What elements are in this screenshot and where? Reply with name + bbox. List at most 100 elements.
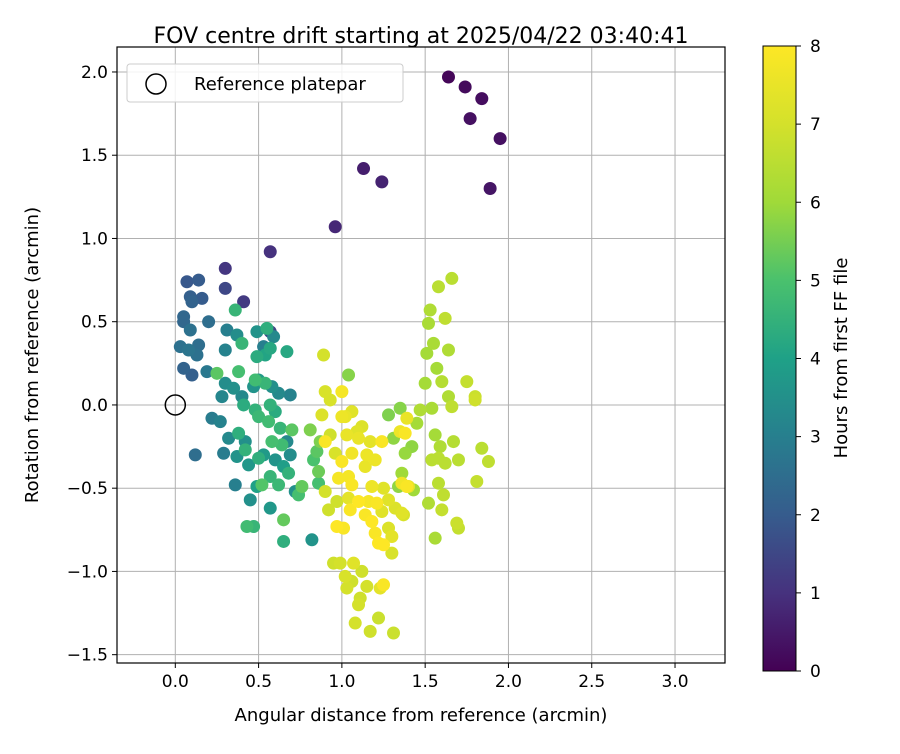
data-point	[318, 485, 332, 499]
data-point	[340, 428, 354, 442]
reference-marker-layer	[164, 394, 187, 416]
data-point	[420, 346, 434, 360]
data-point	[323, 393, 337, 407]
data-point	[450, 516, 464, 530]
data-point	[421, 496, 435, 510]
data-point	[342, 368, 356, 382]
data-point	[195, 291, 209, 305]
x-axis-ticks: 0.0 0.5 1.0 1.5 2.0 2.5 3.0	[162, 663, 689, 692]
grid-lines	[117, 47, 725, 663]
data-point	[382, 493, 396, 507]
data-point	[445, 271, 459, 285]
data-point	[493, 132, 507, 146]
data-point	[328, 220, 342, 234]
data-point	[483, 182, 497, 196]
data-point	[275, 438, 289, 452]
data-point	[377, 538, 391, 552]
data-point	[335, 410, 349, 424]
data-point	[330, 519, 344, 533]
data-point	[215, 390, 229, 404]
data-point	[177, 361, 191, 375]
data-point	[338, 569, 352, 583]
x-tick-label: 1.5	[412, 672, 439, 692]
data-point	[436, 488, 450, 502]
data-point	[252, 410, 266, 424]
data-point	[192, 273, 206, 287]
data-point	[363, 435, 377, 449]
data-point	[317, 348, 331, 362]
data-point	[232, 365, 246, 379]
x-tick-label: 0.5	[245, 672, 272, 692]
data-point	[285, 423, 299, 437]
data-point	[248, 373, 262, 387]
data-point	[277, 513, 291, 527]
data-point	[481, 455, 495, 469]
colorbar-tick-label: 0	[810, 662, 821, 682]
data-point	[398, 446, 412, 460]
data-point	[318, 435, 332, 449]
data-point	[413, 403, 427, 417]
data-point	[418, 376, 432, 390]
y-tick-label: −0.5	[67, 479, 108, 499]
x-tick-label: 3.0	[662, 672, 689, 692]
data-point	[220, 323, 234, 337]
colorbar-tick-label: 5	[810, 271, 821, 291]
data-point	[445, 400, 459, 414]
data-point	[213, 415, 227, 429]
legend-reference-marker	[145, 73, 167, 95]
data-points	[173, 70, 507, 640]
y-tick-label: −1.5	[67, 646, 108, 666]
data-point	[283, 448, 297, 462]
data-point	[200, 365, 214, 379]
data-point	[265, 435, 279, 449]
data-point	[217, 446, 231, 460]
data-point	[355, 564, 369, 578]
data-point	[185, 295, 199, 309]
y-tick-label: 1.5	[81, 146, 108, 166]
data-point	[237, 398, 251, 412]
data-point	[345, 478, 359, 492]
data-point	[342, 491, 356, 505]
data-point	[252, 451, 266, 465]
data-point	[395, 466, 409, 480]
data-point	[410, 416, 424, 430]
data-point	[372, 611, 386, 625]
data-point	[232, 426, 246, 440]
data-point	[250, 350, 264, 364]
colorbar-tick-label: 6	[810, 193, 821, 213]
data-point	[475, 92, 489, 106]
data-point	[263, 501, 277, 515]
y-tick-label: 2.0	[81, 63, 108, 83]
data-point	[280, 345, 294, 359]
data-point	[312, 465, 326, 479]
data-point	[363, 624, 377, 638]
x-tick-label: 0.0	[162, 672, 189, 692]
data-point	[431, 476, 445, 490]
data-point	[192, 338, 206, 352]
data-point	[218, 261, 232, 275]
data-point	[458, 80, 472, 94]
data-point	[182, 343, 196, 357]
data-point	[250, 325, 264, 339]
data-point	[263, 341, 277, 355]
data-point	[428, 531, 442, 545]
data-point	[263, 470, 277, 484]
data-point	[385, 546, 399, 560]
data-point	[463, 112, 477, 126]
data-point	[305, 533, 319, 547]
data-point	[222, 431, 236, 445]
data-point	[180, 275, 194, 289]
data-point	[421, 316, 435, 330]
data-point	[375, 175, 389, 189]
colorbar-tick-label: 8	[810, 37, 821, 57]
data-point	[365, 480, 379, 494]
data-point	[263, 245, 277, 259]
data-point	[218, 343, 232, 357]
data-point	[360, 448, 374, 462]
data-point	[272, 478, 286, 492]
data-point	[441, 390, 455, 404]
data-point	[460, 375, 474, 389]
data-point	[260, 321, 274, 335]
